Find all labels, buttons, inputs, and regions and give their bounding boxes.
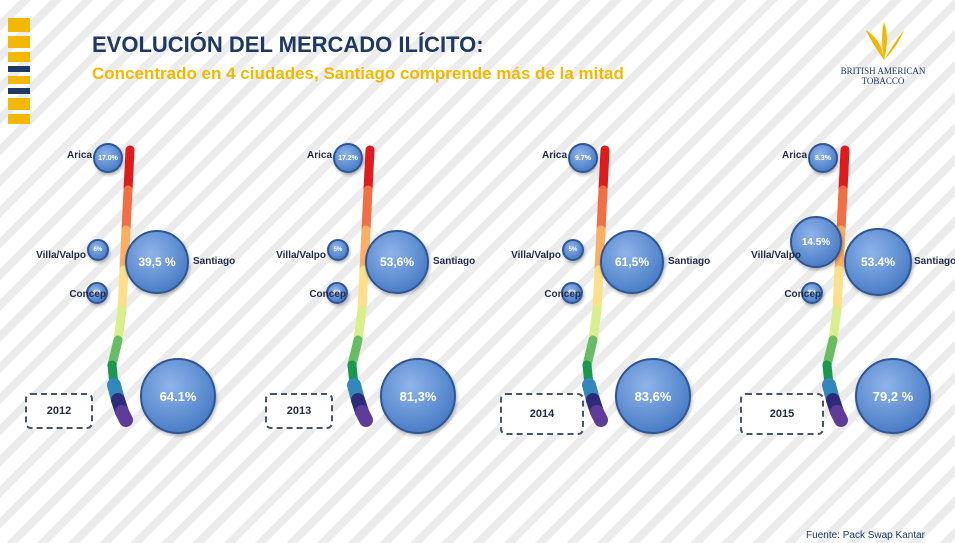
map bbox=[359, 225, 371, 275]
map bbox=[838, 145, 850, 195]
title: EVOLUCIÓN DEL MERCADO ILÍCITO: bbox=[92, 32, 484, 57]
city-label: Villa/Valpo bbox=[36, 250, 86, 261]
city-label: Concep bbox=[544, 289, 581, 300]
map bbox=[121, 185, 133, 235]
map bbox=[357, 265, 369, 315]
year-box: 2012 bbox=[25, 393, 93, 429]
total-bubble: 81,3% bbox=[380, 358, 456, 434]
map bbox=[830, 405, 848, 427]
city-bubble: 4% bbox=[561, 282, 583, 304]
map bbox=[363, 145, 375, 195]
city-label: Arica bbox=[306, 150, 332, 161]
map bbox=[119, 225, 131, 275]
city-label: Arica bbox=[541, 150, 567, 161]
map bbox=[594, 225, 606, 275]
city-bubble: 17.0% bbox=[93, 143, 123, 173]
city-bubble: 17.2% bbox=[333, 143, 363, 173]
subtitle: Concentrado en 4 ciudades, Santiago comp… bbox=[92, 64, 624, 83]
year-box: 2014 bbox=[500, 393, 584, 435]
total-bubble: 79,2 % bbox=[855, 358, 931, 434]
map bbox=[596, 185, 608, 235]
map bbox=[117, 265, 129, 315]
city-bubble: 4% bbox=[326, 282, 348, 304]
city-bubble: 5% bbox=[562, 239, 584, 261]
map bbox=[123, 145, 135, 195]
city-label: Concep bbox=[69, 289, 106, 300]
logo: BRITISH AMERICAN TOBACCO bbox=[838, 66, 928, 86]
city-label: Santiago bbox=[668, 256, 711, 267]
map bbox=[588, 305, 602, 345]
city-label: Villa/Valpo bbox=[751, 250, 801, 261]
map bbox=[361, 185, 373, 235]
map bbox=[598, 145, 610, 195]
map bbox=[590, 405, 608, 427]
map bbox=[832, 265, 844, 315]
city-bubble: 6% bbox=[87, 239, 109, 261]
city-bubble: 39,5 % bbox=[125, 230, 189, 294]
city-label: Santiago bbox=[914, 256, 955, 267]
map bbox=[113, 305, 127, 345]
city-bubble: 9.7% bbox=[568, 143, 598, 173]
map bbox=[836, 185, 848, 235]
city-bubble: 8.3% bbox=[808, 143, 838, 173]
total-bubble: 83,6% bbox=[615, 358, 691, 434]
map bbox=[353, 305, 367, 345]
city-label: Santiago bbox=[433, 256, 476, 267]
city-label: Arica bbox=[781, 150, 807, 161]
city-label: Santiago bbox=[193, 256, 236, 267]
city-bubble: 4% bbox=[86, 282, 108, 304]
map bbox=[115, 405, 133, 427]
city-bubble: 53.4% bbox=[844, 228, 912, 296]
city-bubble: 14.5% bbox=[790, 216, 842, 268]
total-bubble: 64.1% bbox=[140, 358, 216, 434]
city-label: Villa/Valpo bbox=[276, 250, 326, 261]
city-label: Villa/Valpo bbox=[511, 250, 561, 261]
city-bubble: 53,6% bbox=[365, 230, 429, 294]
city-label: Concep bbox=[309, 289, 346, 300]
city-bubble: 3% bbox=[801, 282, 823, 304]
year-box: 2013 bbox=[265, 393, 333, 429]
logo-text: TOBACCO bbox=[861, 76, 905, 86]
city-bubble: 5% bbox=[327, 239, 349, 261]
map bbox=[828, 305, 842, 345]
logo-text: BRITISH AMERICAN bbox=[840, 66, 926, 76]
city-label: Concep bbox=[784, 289, 821, 300]
source: Fuente: Pack Swap Kantar bbox=[806, 530, 925, 541]
city-bubble: 61,5% bbox=[600, 230, 664, 294]
map bbox=[355, 405, 373, 427]
year-box: 2015 bbox=[740, 393, 824, 435]
map bbox=[592, 265, 604, 315]
city-label: Arica bbox=[66, 150, 92, 161]
